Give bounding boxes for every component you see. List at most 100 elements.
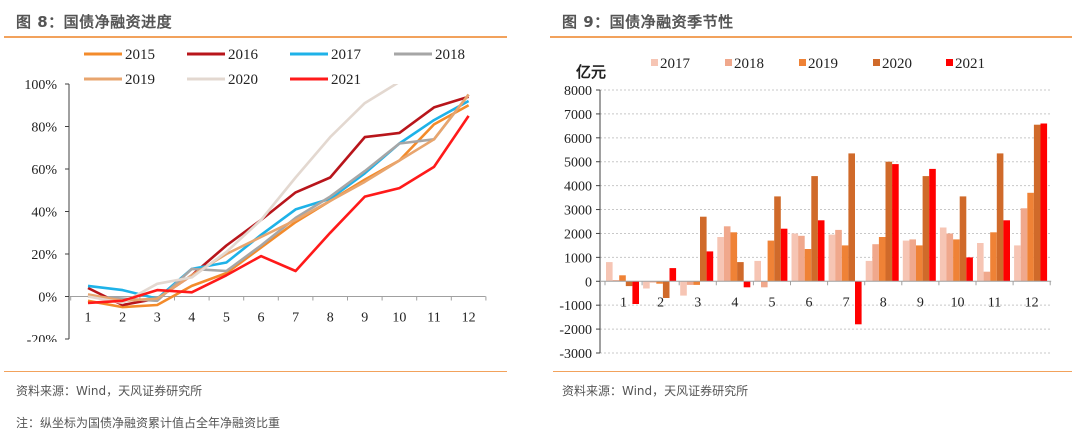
bar-2017-10 [939, 227, 947, 282]
series-line-2020 [87, 84, 399, 305]
y-tick-label: -2000 [559, 323, 592, 338]
x-tick-label: 8 [880, 295, 887, 310]
y-tick-label: 80% [31, 121, 57, 136]
series-line-2018 [87, 93, 470, 303]
legend-swatch-2017 [651, 59, 658, 66]
bar-2020-10 [959, 196, 967, 282]
bar-2018-8 [872, 244, 879, 282]
y-tick-label: 20% [31, 248, 57, 263]
bar-2019-5 [767, 240, 775, 282]
bar-2020-2 [662, 281, 670, 298]
bar-2020-7 [848, 153, 855, 282]
x-tick-label: 3 [154, 311, 161, 326]
legend-label-2019: 2019 [808, 56, 838, 72]
y-tick-label: 4000 [564, 180, 592, 195]
bar-chart: -3000 -2000 -1000 0 1000 2000 3000 4000 5000 6000… [559, 56, 1052, 362]
bar-2021-11 [1003, 220, 1010, 282]
bar-2017-4 [717, 237, 724, 282]
y-tick-label: 3000 [564, 204, 592, 219]
bar-2020-11 [996, 153, 1004, 282]
x-tick-label: 1 [85, 311, 92, 326]
legend-label-2017: 2017 [660, 56, 691, 72]
legend-label-2018: 2018 [435, 47, 465, 63]
y-tick-label: -1000 [559, 299, 592, 314]
x-tick-label: 6 [258, 311, 265, 326]
bar-2017-2 [643, 281, 650, 289]
legend-label-2017: 2017 [331, 47, 362, 63]
x-tick-label: 5 [223, 311, 230, 326]
bar-2021-8 [892, 164, 899, 282]
legend-swatch-2019 [799, 59, 806, 66]
y-tick-label: 100% [24, 78, 57, 93]
series-line-2021 [87, 115, 470, 305]
bar-2018-6 [798, 235, 805, 282]
bar-2019-11 [990, 232, 997, 282]
x-tick-label: 7 [292, 311, 299, 326]
y-tick-label: 0 [585, 275, 592, 290]
bar-2020-3 [700, 216, 707, 282]
x-tick-label: 2 [657, 295, 664, 310]
x-tick-label: 2 [119, 311, 126, 326]
x-tick-label: 11 [988, 295, 1001, 310]
series-line-2016 [87, 95, 469, 307]
bar-2020-9 [922, 176, 930, 282]
bar-2021-4 [743, 281, 751, 288]
y-tick-label: 0% [38, 291, 57, 306]
bar-2019-8 [878, 237, 886, 282]
x-tick-label: 4 [188, 311, 195, 326]
y-tick-label: 60% [31, 163, 57, 178]
legend-swatch-2021 [946, 59, 953, 66]
legend-swatch-2020 [873, 59, 880, 66]
bar-2018-5 [761, 281, 768, 288]
bar-2019-3 [693, 281, 700, 285]
bar-2020-1 [625, 281, 633, 287]
y-tick-label: -20% [27, 333, 58, 342]
y-tick-label: 8000 [564, 84, 592, 99]
bar-2021-3 [706, 251, 714, 282]
legend-label-2019: 2019 [125, 72, 155, 88]
x-tick-label: 9 [361, 311, 368, 326]
bar-2021-5 [780, 228, 788, 282]
x-tick-label: 7 [843, 295, 850, 310]
bar-2021-12 [1040, 123, 1048, 282]
series-line-2015 [87, 104, 470, 309]
x-tick-label: 12 [1025, 295, 1039, 310]
y-tick-label: 5000 [564, 156, 592, 171]
bar-2021-1 [632, 281, 639, 304]
x-tick-label: 12 [462, 311, 476, 326]
left-note: 注：纵坐标为国债净融资累计值占全年净融资比重 [16, 416, 281, 430]
bar-2019-2 [656, 281, 663, 284]
legend-label-2016: 2016 [228, 47, 259, 63]
legend-label-2020: 2020 [882, 56, 912, 72]
bar-2017-11 [977, 243, 984, 282]
right-source: 资料来源：Wind，天风证券研究所 [562, 384, 749, 398]
legend-label-2021: 2021 [955, 56, 985, 72]
left-source: 资料来源：Wind，天风证券研究所 [16, 384, 203, 398]
bar-2018-9 [909, 239, 916, 282]
bar-2019-9 [916, 245, 923, 282]
x-tick-label: 8 [327, 311, 334, 326]
bar-2018-7 [835, 229, 842, 282]
bar-2019-7 [841, 245, 849, 282]
legend-label-2020: 2020 [228, 72, 258, 88]
right-title-rule [550, 36, 1072, 38]
y-axis-unit-label: 亿元 [576, 63, 606, 81]
x-tick-label: 3 [694, 295, 701, 310]
bar-2017-1 [606, 262, 613, 282]
x-tick-label: 4 [731, 295, 738, 310]
left-figure-title: 图 8：国债净融资进度 [16, 13, 173, 31]
bar-2017-9 [902, 240, 910, 282]
bar-2021-7 [855, 281, 862, 325]
legend-label-2021: 2021 [331, 72, 361, 88]
left-footer-rule [4, 371, 507, 372]
right-footer-rule [553, 371, 1072, 372]
bar-2019-1 [619, 275, 626, 282]
legend-swatch-2018 [725, 59, 732, 66]
bar-2020-8 [885, 161, 893, 282]
bar-2017-12 [1014, 245, 1021, 282]
bar-2021-2 [669, 268, 677, 282]
series-line-2017 [87, 99, 470, 300]
series-line-2019 [87, 93, 470, 303]
bar-2018-3 [686, 281, 694, 285]
x-tick-label: 10 [392, 311, 406, 326]
